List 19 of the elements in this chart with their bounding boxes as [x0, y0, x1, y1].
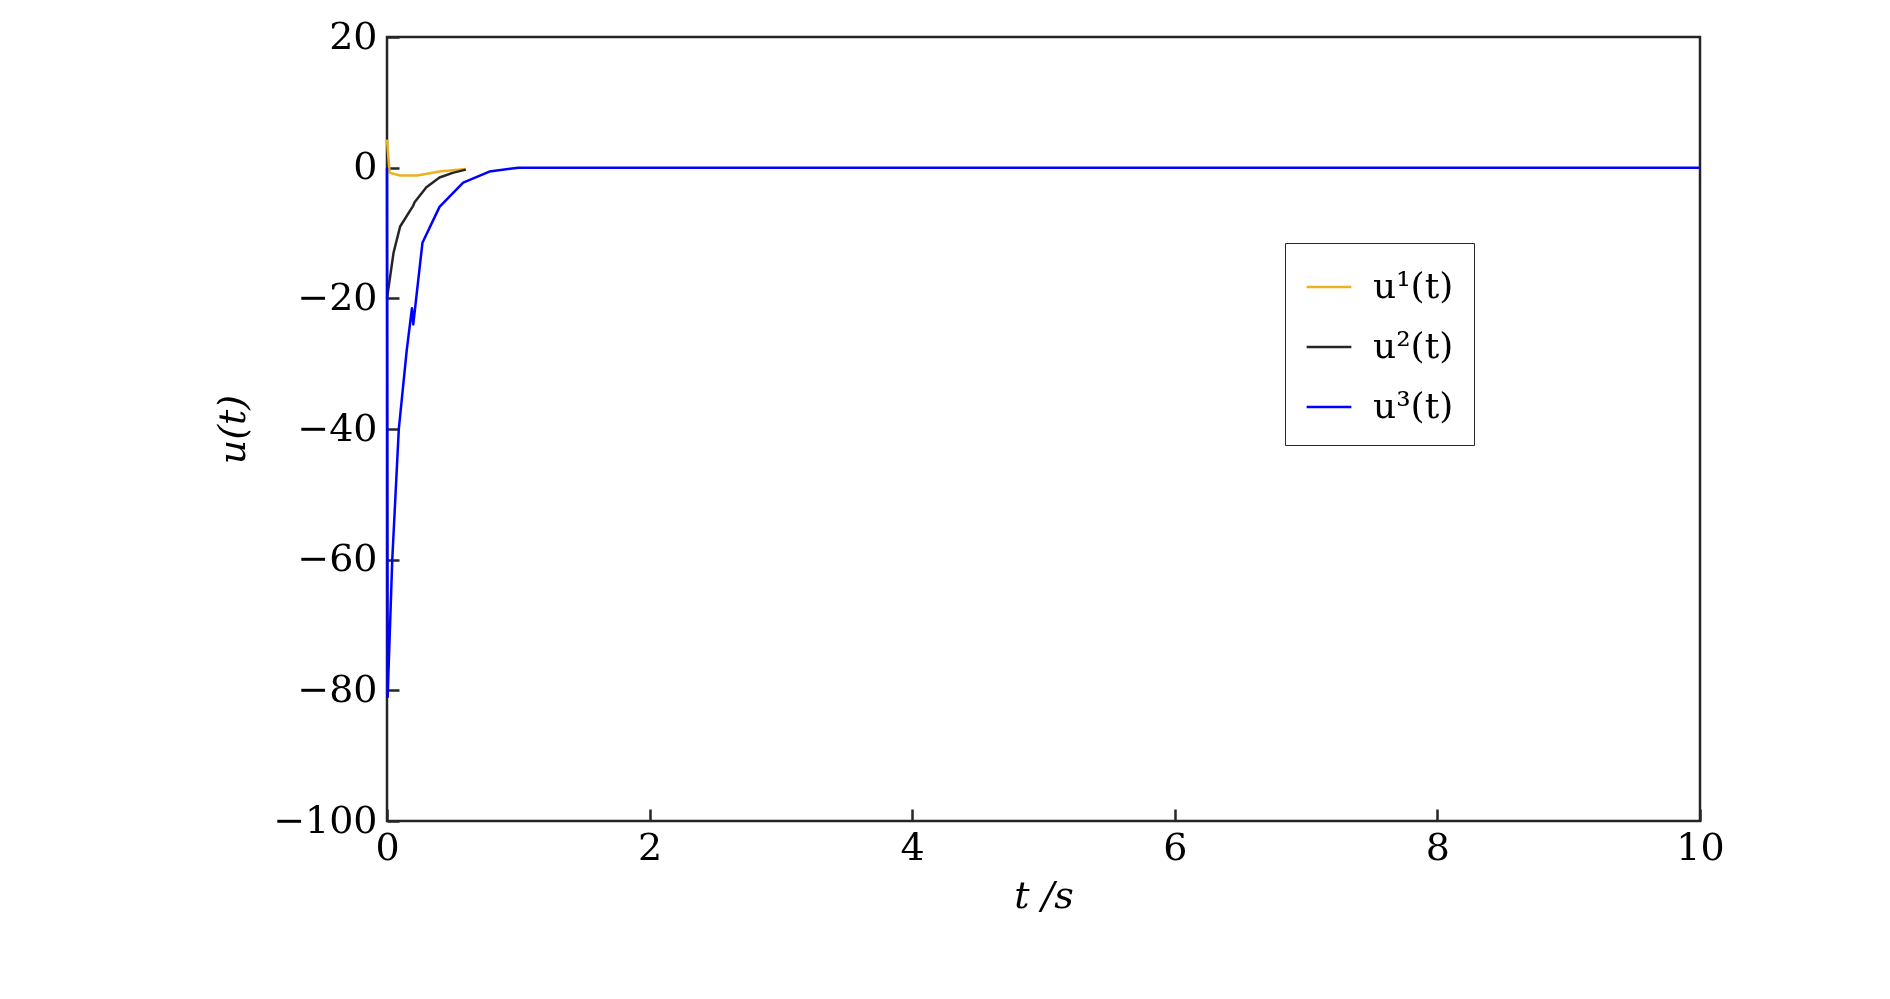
- y-tick-label: −40: [297, 405, 378, 450]
- y-axis-title: u(t): [210, 394, 255, 465]
- y-tick-label: −60: [297, 536, 378, 581]
- y-tick-label: −80: [297, 666, 378, 711]
- y-tick-label: −20: [297, 274, 378, 319]
- y-tick-label: −100: [273, 797, 378, 842]
- x-tick-label: 10: [1676, 824, 1725, 869]
- x-tick-label: 6: [1163, 824, 1188, 869]
- x-tick-label: 8: [1425, 824, 1450, 869]
- line-series: [385, 166, 1702, 699]
- legend-label: u³(t): [1373, 385, 1454, 426]
- y-tick-label: 0: [353, 144, 378, 189]
- legend-label: u¹(t): [1373, 265, 1454, 306]
- legend-label: u²(t): [1373, 325, 1454, 366]
- x-tick-label: 4: [900, 824, 925, 869]
- x-axis-title: t /s: [1014, 872, 1074, 917]
- y-tick-label: 20: [329, 13, 378, 58]
- line-series: [385, 138, 468, 177]
- x-tick-label: 2: [638, 824, 663, 869]
